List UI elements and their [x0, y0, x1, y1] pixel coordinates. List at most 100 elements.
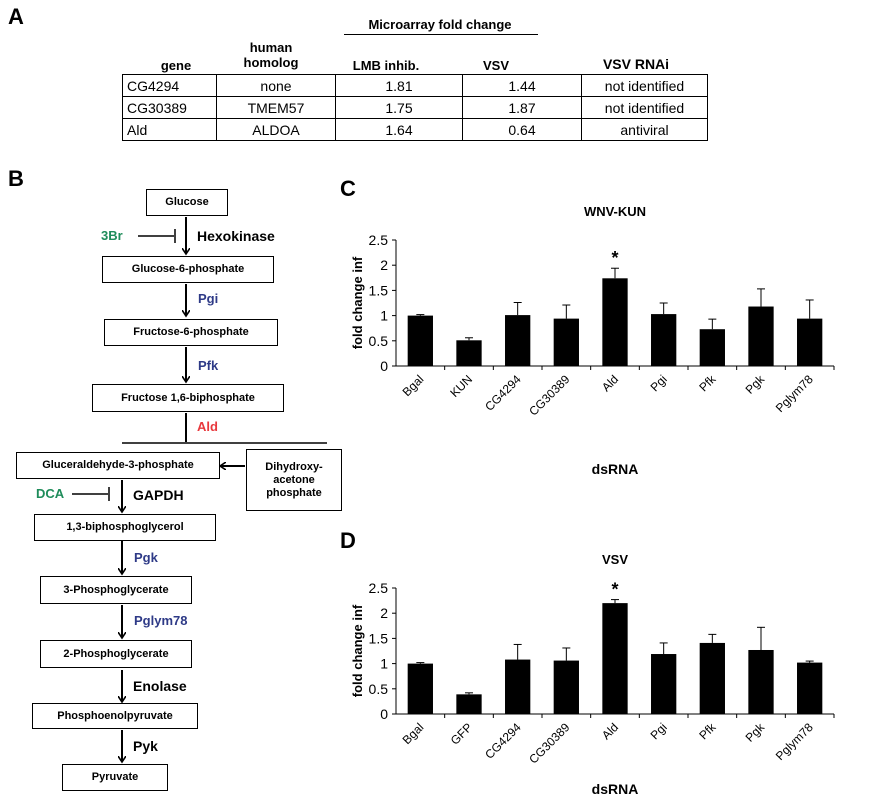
node-3pg: 3-Phosphoglycerate	[40, 576, 192, 604]
x-tick-label: Pfk	[696, 720, 719, 743]
chart-wnv-kun: WNV-KUN 0 0.5 1 1.5 2 2.5 fold change inf Bgal KU…	[350, 204, 835, 477]
x-tick-label: CG30389	[526, 720, 572, 766]
bar	[553, 660, 579, 714]
col-header-vsv: VSV	[482, 58, 509, 73]
bar	[456, 340, 482, 366]
x-tick-label: Pfk	[696, 372, 719, 395]
node-dhap-line3: phosphate	[266, 486, 322, 499]
y-tick-label: 0.5	[369, 681, 389, 697]
x-tick-label: Bgal	[400, 720, 427, 747]
bar	[602, 278, 628, 366]
chart-title: WNV-KUN	[584, 204, 646, 219]
y-tick-label: 0	[380, 706, 388, 722]
node-f16bp: Fructose 1,6-biphosphate	[92, 384, 284, 412]
x-tick-label: Ald	[599, 720, 621, 742]
y-tick-label: 2	[380, 605, 388, 621]
node-pyruvate: Pyruvate	[62, 764, 168, 791]
x-tick-label: GFP	[448, 720, 475, 747]
node-pep: Phosphoenolpyruvate	[32, 703, 198, 729]
cell-rnai: antiviral	[581, 118, 708, 141]
col-header-homolog-1: human	[249, 40, 293, 55]
x-tick-label: CG30389	[526, 372, 572, 418]
bar	[407, 315, 433, 366]
x-tick-label: Pgi	[648, 720, 670, 742]
y-axis-label: fold change inf	[350, 256, 365, 349]
node-g6p: Glucose-6-phosphate	[102, 256, 274, 283]
col-header-lmb: LMB inhib.	[352, 58, 420, 73]
node-g3p: Gluceraldehyde-3-phosphate	[16, 452, 220, 479]
node-2pg: 2-Phosphoglycerate	[40, 640, 192, 668]
bar	[748, 306, 774, 366]
node-dhap: Dihydroxy- acetone phosphate	[246, 449, 342, 511]
cell-homolog: ALDOA	[216, 118, 336, 141]
panel-letter-a: A	[8, 4, 24, 29]
y-tick-label: 2	[380, 257, 388, 273]
node-dhap-line2: acetone	[273, 473, 315, 486]
y-tick-label: 0.5	[369, 333, 389, 349]
enzyme-hexokinase: Hexokinase	[197, 228, 275, 244]
chart-vsv: VSV 0 0.5 1 1.5 2 2.5 fold change inf Bgal GFP CG4…	[350, 552, 835, 797]
chart-title: VSV	[602, 552, 628, 567]
x-tick-label: Pgi	[648, 372, 670, 394]
x-tick-label: Ald	[599, 372, 621, 394]
enzyme-gapdh: GAPDH	[133, 487, 184, 503]
x-tick-label: Pgk	[743, 372, 768, 397]
x-tick-label: Pglym78	[773, 372, 816, 415]
bar	[456, 694, 482, 714]
bar	[651, 654, 677, 714]
bar	[699, 642, 725, 714]
node-glucose: Glucose	[146, 189, 228, 216]
y-tick-label: 2.5	[369, 580, 389, 596]
bar	[505, 315, 531, 366]
enzyme-ald: Ald	[197, 419, 218, 434]
table-super-header: Microarray fold change	[368, 17, 512, 32]
y-tick-label: 1	[380, 656, 388, 672]
cell-gene: Ald	[122, 118, 217, 141]
x-axis-label: dsRNA	[592, 781, 639, 797]
bar	[407, 663, 433, 714]
x-tick-label: Bgal	[400, 372, 427, 399]
y-axis-label: fold change inf	[350, 604, 365, 697]
panel-letter-b: B	[8, 166, 24, 191]
enzyme-pyk: Pyk	[133, 738, 158, 754]
bar	[748, 649, 774, 714]
enzyme-pgi: Pgi	[198, 291, 219, 306]
panel-letter-d: D	[340, 528, 356, 553]
y-tick-label: 1	[380, 308, 388, 324]
y-tick-label: 1.5	[369, 630, 389, 646]
bar	[505, 659, 531, 714]
bar	[602, 603, 628, 714]
fold-change-table: CG4294 none 1.81 1.44 not identified CG3…	[122, 74, 708, 141]
bar	[699, 329, 725, 366]
bar	[797, 318, 823, 366]
cell-lmb: 1.64	[335, 118, 463, 141]
table-row: Ald ALDOA 1.64 0.64 antiviral	[122, 118, 708, 141]
cell-gene: CG30389	[122, 96, 217, 119]
x-tick-label: CG4294	[482, 720, 524, 762]
cell-rnai: not identified	[581, 96, 708, 119]
significance-marker: *	[611, 248, 618, 268]
y-tick-label: 0	[380, 358, 388, 374]
col-header-rnai: VSV RNAi	[602, 56, 670, 72]
col-header-homolog-2: homolog	[243, 55, 299, 70]
inhibitor-dca: DCA	[36, 486, 65, 501]
enzyme-pfk: Pfk	[198, 358, 219, 373]
x-tick-label: KUN	[447, 372, 475, 400]
enzyme-pgk: Pgk	[134, 550, 158, 565]
x-tick-label: CG4294	[482, 372, 524, 414]
bar	[797, 662, 823, 714]
x-tick-label: Pglym78	[773, 720, 816, 763]
cell-vsv: 0.64	[462, 118, 582, 141]
cell-vsv: 1.87	[462, 96, 582, 119]
significance-marker: *	[611, 580, 618, 600]
x-tick-label: Pgk	[743, 720, 768, 745]
bar	[651, 314, 677, 366]
x-axis-label: dsRNA	[592, 461, 639, 477]
node-bpg: 1,3-biphosphoglycerol	[34, 514, 216, 541]
cell-gene: CG4294	[122, 74, 217, 97]
y-tick-label: 2.5	[369, 232, 389, 248]
inhibitor-3br: 3Br	[101, 228, 123, 243]
y-tick-label: 1.5	[369, 282, 389, 298]
cell-rnai: not identified	[581, 74, 708, 97]
